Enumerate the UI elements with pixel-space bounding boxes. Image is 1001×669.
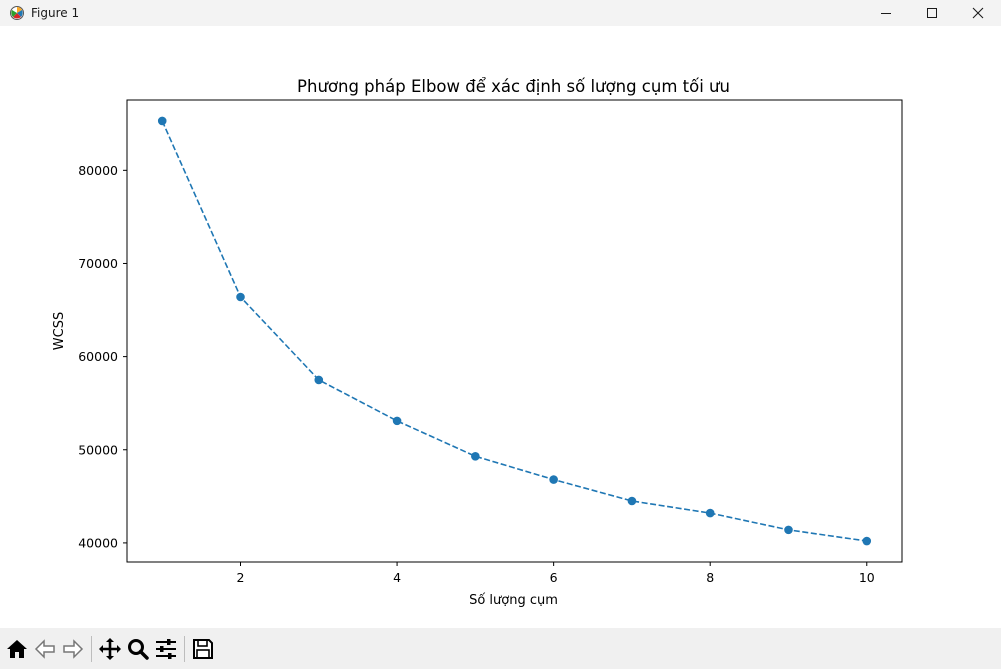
x-tick-label: 4: [393, 570, 401, 585]
home-button[interactable]: [3, 635, 31, 663]
save-button[interactable]: [189, 635, 217, 663]
home-icon: [7, 639, 27, 658]
configure-subplots-button[interactable]: [152, 635, 180, 663]
x-tick-label: 6: [550, 570, 558, 585]
save-icon: [193, 638, 213, 659]
pan-button[interactable]: [96, 635, 124, 663]
toolbar-separator: [184, 635, 185, 662]
close-button[interactable]: [955, 0, 1001, 26]
y-axis-label: WCSS: [52, 312, 67, 350]
data-point: [549, 475, 558, 484]
y-tick-label: 80000: [78, 163, 118, 178]
y-tick-label: 60000: [78, 349, 118, 364]
window-controls: [863, 0, 1001, 26]
y-axis-ticks: 40000 50000 60000 70000 80000: [78, 163, 127, 550]
data-point: [314, 375, 324, 385]
x-tick-label: 10: [859, 570, 875, 585]
data-point: [236, 292, 245, 302]
title-bar: Figure 1: [0, 0, 1001, 26]
y-tick-label: 40000: [78, 535, 118, 550]
window-title: Figure 1: [31, 6, 80, 20]
matplotlib-app-icon: [10, 6, 24, 20]
toolbar-separator: [91, 635, 92, 662]
x-axis-label: Số lượng cụm: [469, 593, 558, 608]
maximize-button[interactable]: [909, 0, 955, 26]
forward-icon: [63, 638, 84, 659]
x-tick-label: 8: [706, 570, 714, 585]
data-point: [784, 525, 793, 535]
chart-title: Phương pháp Elbow để xác định số lượng c…: [297, 77, 730, 96]
close-icon: [972, 7, 984, 19]
zoom-button[interactable]: [124, 635, 152, 663]
plot-area: [126, 99, 903, 563]
data-point: [392, 416, 402, 426]
pan-icon: [99, 637, 121, 660]
figure-canvas[interactable]: Phương pháp Elbow để xác định số lượng c…: [0, 26, 1001, 628]
data-point: [705, 508, 715, 518]
back-icon: [34, 638, 55, 659]
zoom-icon: [128, 638, 149, 660]
y-tick-label: 70000: [78, 256, 118, 271]
minimize-icon: [881, 13, 891, 14]
navigation-toolbar: [0, 628, 1001, 669]
x-axis-ticks: 2 4 6 8 10: [237, 562, 875, 585]
y-tick-label: 50000: [78, 442, 118, 457]
chart: Phương pháp Elbow để xác định số lượng c…: [52, 77, 903, 608]
series-line: [161, 120, 867, 542]
x-tick-label: 2: [237, 570, 245, 585]
data-point: [157, 116, 167, 126]
data-point: [471, 451, 480, 461]
configure-subplots-icon: [156, 638, 176, 659]
back-button[interactable]: [31, 635, 59, 663]
data-point: [862, 536, 872, 546]
minimize-button[interactable]: [863, 0, 909, 26]
forward-button[interactable]: [59, 635, 87, 663]
data-point: [627, 496, 637, 506]
maximize-icon: [927, 8, 937, 18]
series-layer: [157, 116, 872, 546]
